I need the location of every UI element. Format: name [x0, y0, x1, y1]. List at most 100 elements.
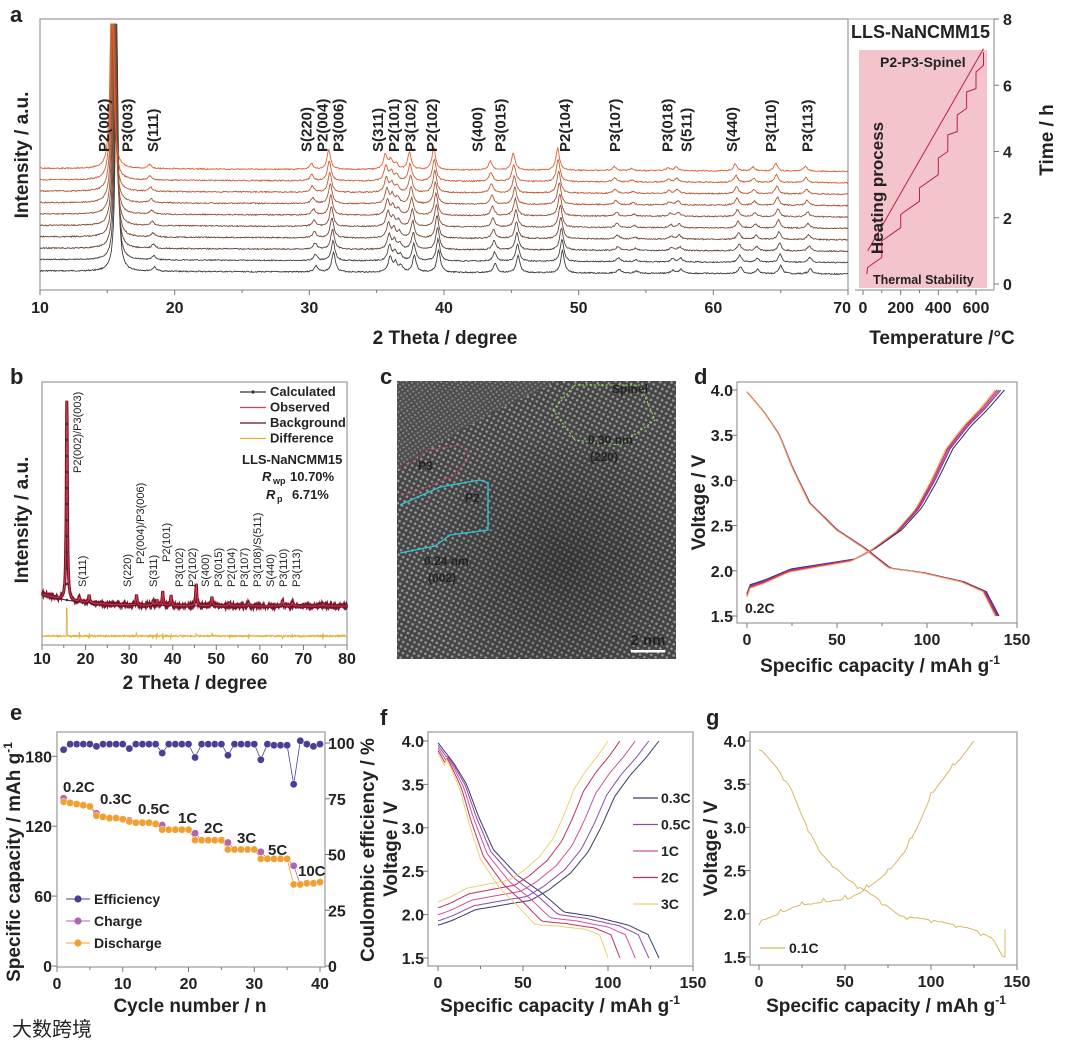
efficiency-point [191, 753, 199, 762]
x-tick-label: 20 [77, 651, 95, 668]
p2-d-spacing: 0.24 nm [424, 554, 469, 568]
discharge-point [86, 802, 94, 811]
y-tick-label: 1.5 [711, 609, 733, 626]
y-axis-label: Voltage / V [381, 801, 402, 897]
charge-point [224, 838, 232, 847]
efficiency-point [132, 740, 140, 748]
rate-label-3c: 3C [237, 830, 256, 847]
spinel-d-spacing: 0.30 nm [588, 433, 633, 447]
plot-frame [749, 731, 1018, 966]
rp-subscript: p [277, 494, 283, 504]
discharge-point [309, 879, 318, 888]
legend-label-2c: 2C [661, 870, 679, 886]
watermark-logo: 大数跨境 [12, 1018, 92, 1041]
peak-label-p3102: P3(102) [402, 99, 419, 152]
x-tick-label: 30 [120, 651, 138, 668]
x-tick-label: 400 [925, 300, 952, 317]
efficiency-point [158, 749, 166, 757]
rate-label-1c: 1C [178, 810, 197, 827]
y-tick-label: 75 [328, 792, 346, 809]
charge-curve-1c [437, 740, 636, 916]
legend-label-efficiency: Efficiency [94, 891, 160, 907]
efficiency-point [164, 740, 173, 748]
panel-label-a: a [10, 2, 23, 27]
legend-marker [74, 939, 82, 947]
peak-label-s311: S(311) [370, 108, 387, 152]
p2-region-outline [399, 479, 489, 554]
y-tick-label: 4.0 [724, 734, 746, 751]
discharge-point [197, 836, 206, 844]
x-axis-label-superscript: -1 [989, 653, 1000, 667]
calculated-marker [65, 582, 69, 586]
efficiency-point [263, 740, 272, 748]
x-tick-label: 0 [743, 632, 752, 649]
y-tick-label: 2.5 [724, 864, 746, 881]
panel-label-b: b [10, 364, 23, 389]
x-tick-label: 100 [918, 974, 945, 991]
efficiency-point [204, 740, 213, 748]
spinel-region-outline [552, 384, 656, 446]
rate-label: 0.2C [745, 600, 775, 616]
x-axis-label: Cycle number / n [113, 996, 266, 1017]
calculated-marker [65, 518, 69, 522]
xrd-pattern-9 [39, 23, 849, 185]
legend-label-discharge: Discharge [94, 935, 162, 951]
efficiency-point [250, 740, 259, 748]
charge-curve-3c [437, 740, 609, 903]
xrd-pattern-1 [39, 23, 848, 276]
x-axis-label: 2 Theta / degree [123, 673, 268, 694]
legend-label-charge: Charge [94, 913, 142, 929]
rp-symbol: R [266, 487, 276, 502]
x-tick-label: 60 [704, 300, 722, 317]
y-tick-label: 4 [1003, 145, 1012, 162]
legend-label-0.3c: 0.3C [661, 790, 691, 806]
y-tick-label: 8 [1003, 12, 1012, 29]
rate-label-0.3c: 0.3C [100, 791, 132, 808]
efficiency-point [296, 736, 305, 745]
peak-label-p2004: P2(004) [315, 99, 332, 152]
rate-label-2c: 2C [204, 820, 223, 837]
peak-label: S(440) [265, 554, 277, 587]
charge-curve-cycle-4 [746, 389, 998, 597]
plot-frame [736, 381, 1018, 624]
calculated-marker [65, 470, 69, 474]
x-axis-label-superscript: -1 [669, 993, 680, 1007]
efficiency-point [178, 740, 186, 748]
x-tick-label: 70 [295, 651, 313, 668]
charge-curve-0.5c [437, 740, 650, 922]
x-tick-label: 40 [435, 300, 453, 317]
rate-label-0.5c: 0.5C [138, 801, 170, 818]
sample-title: LLS-NaNCMM15 [851, 22, 990, 42]
plot-frame [39, 18, 849, 291]
discharge-point [132, 818, 140, 827]
hrtem-tint [397, 381, 676, 659]
discharge-point [66, 799, 74, 807]
peak-label-s400: S(400) [470, 107, 487, 152]
peak-label: P3(108)/S(511) [252, 513, 264, 587]
y-tick-label: 2.5 [402, 864, 424, 881]
peak-label: P3(102) [174, 548, 186, 587]
discharge-point [217, 836, 226, 844]
discharge-curve-cycle-2 [746, 391, 999, 617]
peak-label-p3015: P3(015) [493, 99, 510, 152]
y-tick-label: 120 [25, 819, 52, 836]
discharge-point [178, 825, 186, 834]
legend-marker [251, 390, 255, 394]
calculated-marker [65, 502, 69, 506]
calculated-marker [65, 486, 69, 490]
peak-label: P3(015) [213, 548, 225, 587]
peak-label: S(220) [122, 554, 134, 587]
legend-label-background: Background [270, 415, 346, 430]
rp-value: 6.71% [292, 487, 329, 502]
legend-label-1c: 1C [661, 843, 679, 859]
efficiency-point [86, 740, 94, 748]
calculated-marker [65, 422, 69, 426]
discharge-point [171, 825, 180, 834]
y-tick-label: 2.5 [711, 519, 733, 536]
discharge-curve-3c [437, 752, 609, 959]
y-axis-label: Intensity / a.u. [12, 92, 33, 219]
thermal-stability-label: Thermal Stability [873, 273, 974, 287]
efficiency-point [72, 740, 81, 748]
y-axis-label: Voltage / V [689, 454, 710, 550]
